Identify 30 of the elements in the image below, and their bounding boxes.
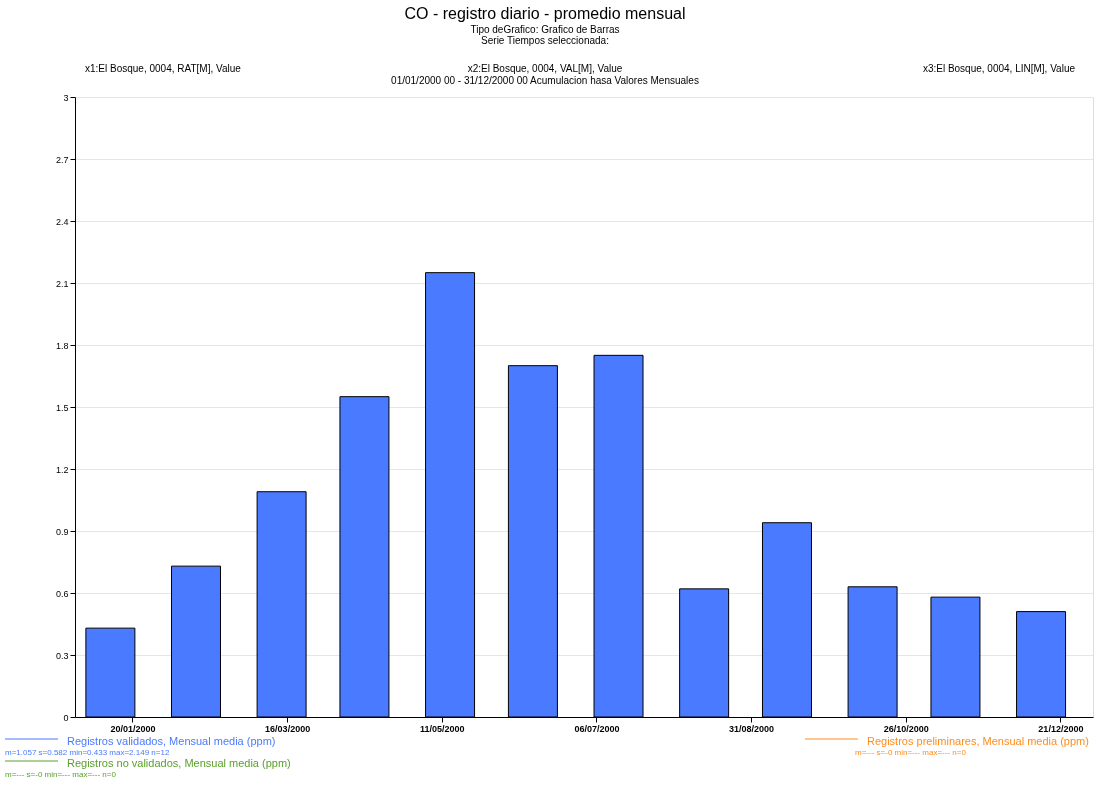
x-tick-label: 11/05/2000 — [419, 723, 465, 734]
x-tick-label: 31/08/2000 — [729, 723, 775, 734]
chart-title: CO - registro diario - promedio mensual — [404, 5, 686, 22]
y-tick-label: 2.4 — [55, 216, 69, 227]
y-tick-label: 2.7 — [55, 154, 69, 165]
y-tick-label: 0.3 — [55, 650, 69, 661]
x-tick-label: 16/03/2000 — [265, 723, 311, 734]
y-tick-label: 3 — [63, 92, 69, 103]
text: m=--- s=-0 min=--- max=--- n=0 — [5, 770, 117, 779]
y-tick-label: 1.8 — [55, 340, 69, 351]
x-tick-label: 06/07/2000 — [574, 723, 620, 734]
x-tick-label: 20/01/2000 — [110, 723, 156, 734]
text: m=1.057 s=0.582 min=0.433 max=2.149 n=12 — [5, 748, 170, 757]
text: x3:El Bosque, 0004, LIN[M], Value — [922, 63, 1076, 74]
x-tick-label: 21/12/2000 — [1038, 723, 1084, 734]
y-tick-label: 0 — [63, 712, 69, 723]
text: 01/01/2000 00 - 31/12/2000 00 Acumulacion hasa Valores Mensuales — [391, 75, 699, 86]
legend-label: Registros no validados, Mensual media (ppm) — [67, 757, 291, 769]
legend-label: Registros validados, Mensual media (ppm) — [67, 735, 276, 747]
text: m=--- s=-0 min=--- max=--- n=0 — [855, 748, 967, 757]
y-tick-label: 0.6 — [55, 588, 69, 599]
text: x2:El Bosque, 0004, VAL[M], Value — [467, 63, 623, 74]
text: x1:El Bosque, 0004, RAT[M], Value — [85, 63, 242, 74]
legend-label: Registros preliminares, Mensual media (ppm) — [867, 735, 1089, 747]
y-tick-label: 1.5 — [55, 402, 69, 413]
y-tick-label: 0.9 — [55, 526, 69, 537]
chart-subtitle: Tipo deGrafico: Grafico de Barras Serie Tiempos seleccionada: — [470, 24, 620, 46]
y-tick-label: 2.1 — [55, 278, 69, 289]
x-tick-label: 26/10/2000 — [883, 723, 929, 734]
y-tick-label: 1.2 — [55, 464, 69, 475]
